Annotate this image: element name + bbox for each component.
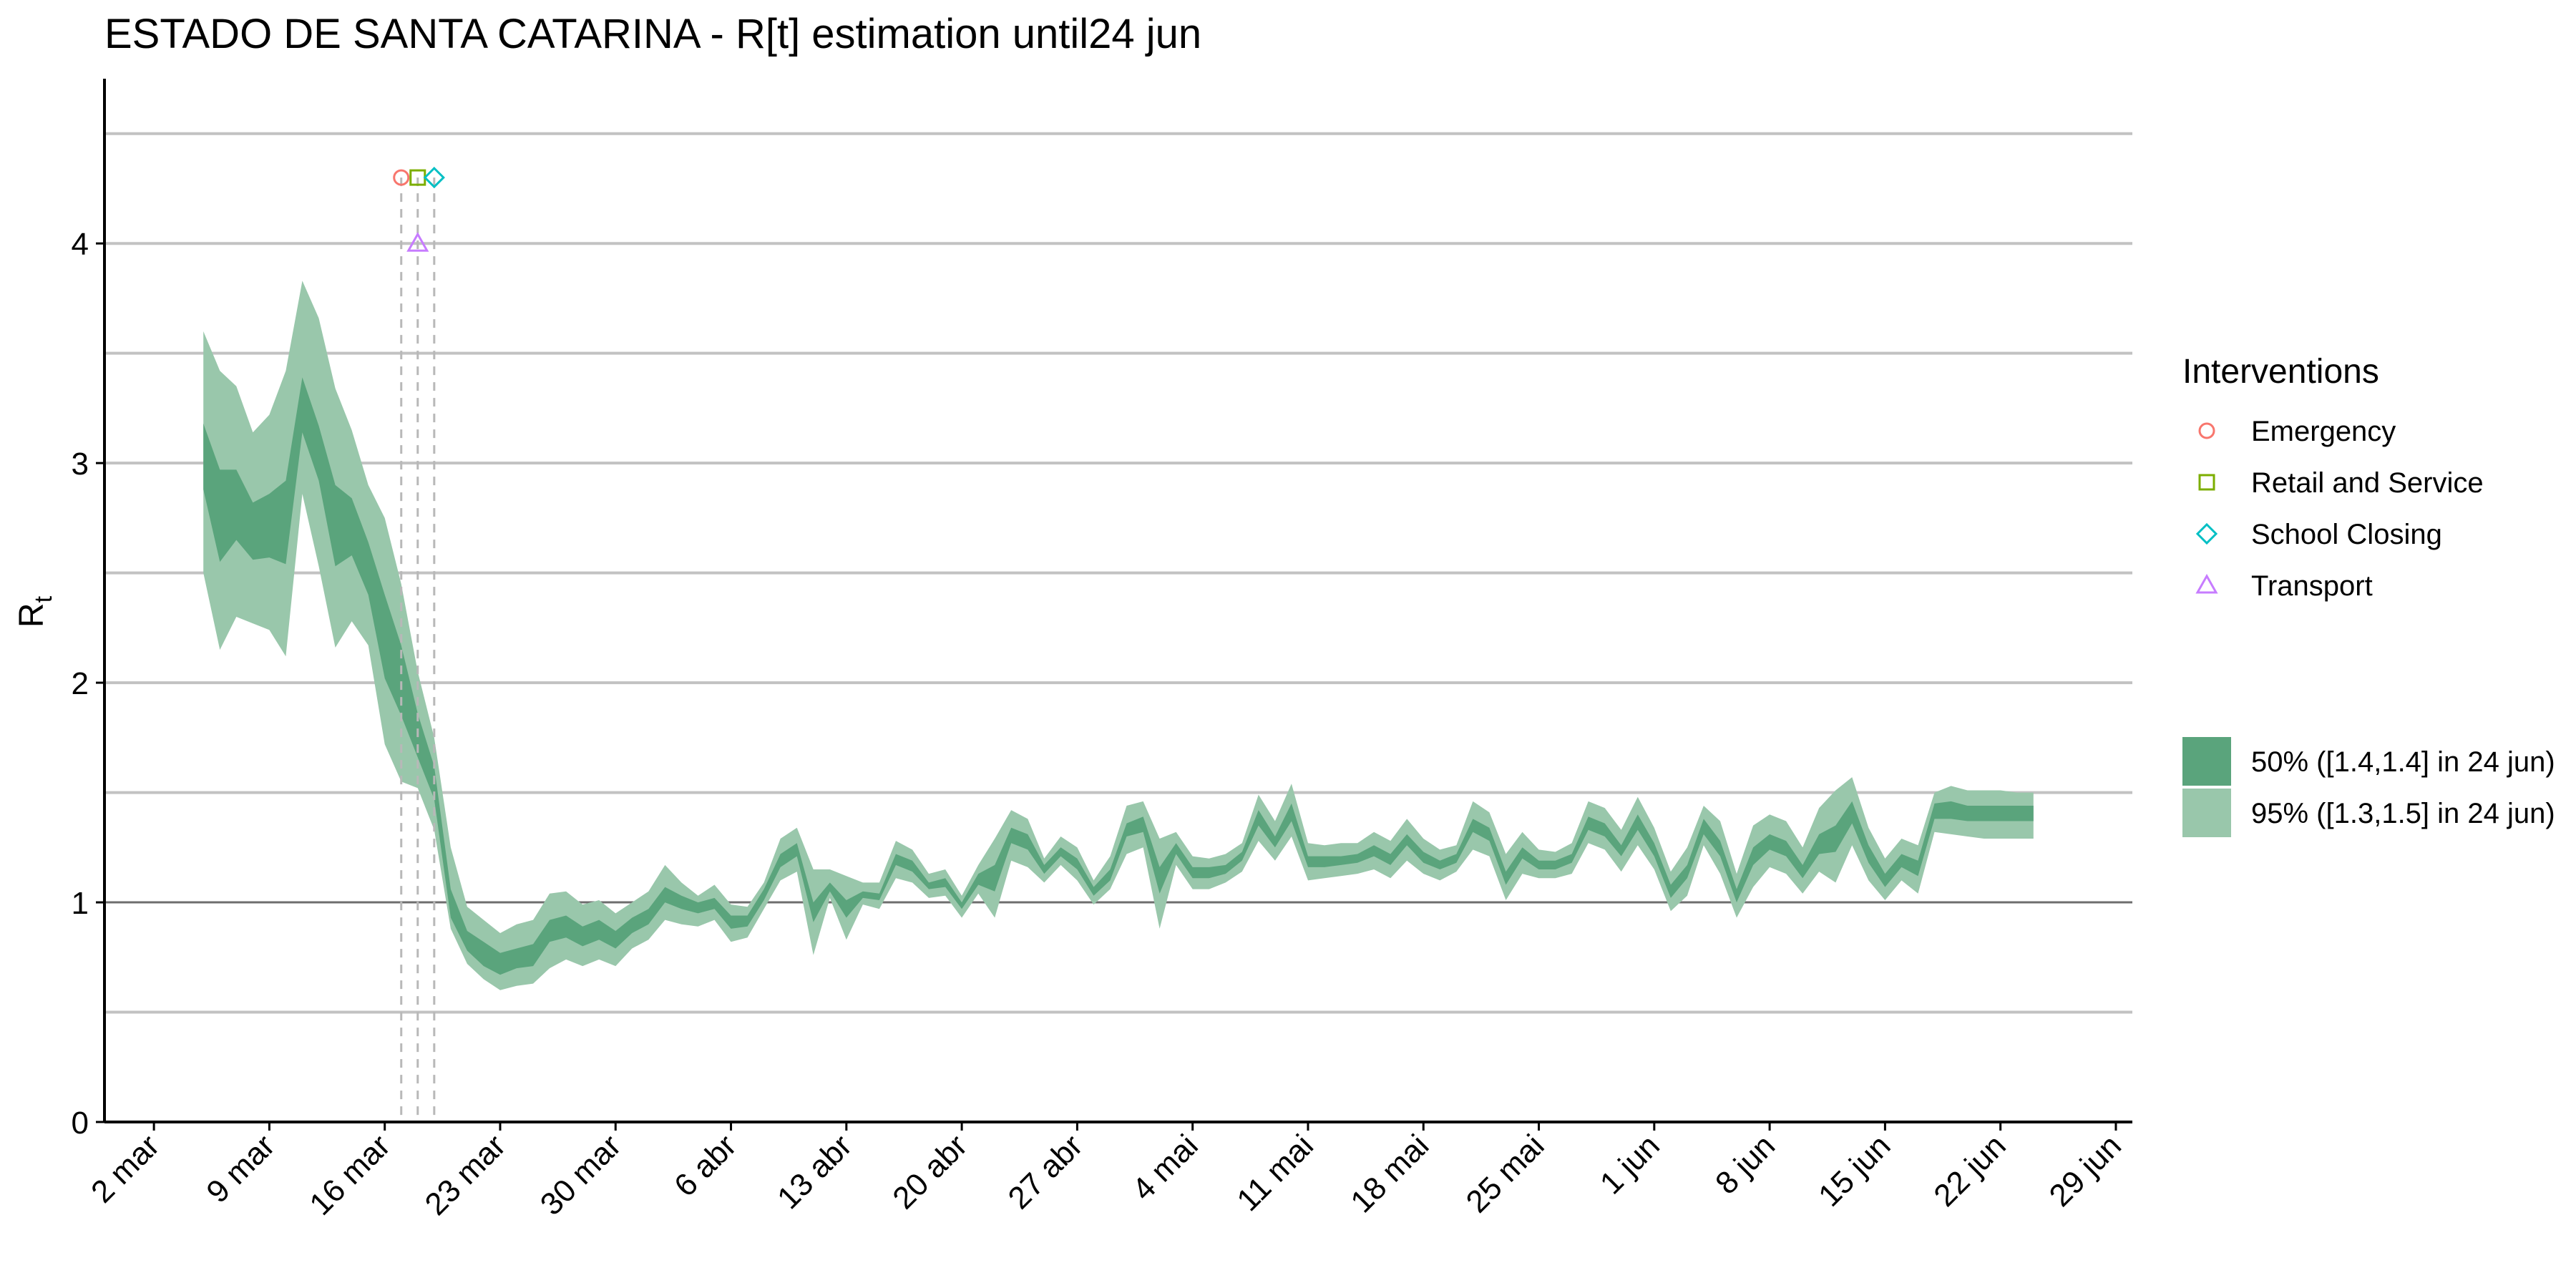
grid-lines (104, 132, 2132, 1014)
x-tick-label: 8 jun (1709, 1128, 1782, 1201)
x-tick-label: 29 jun (2043, 1128, 2128, 1213)
x-tick-label: 27 abr (1002, 1128, 1090, 1216)
legend-label: 95% ([1.3,1.5] in 24 jun) (2251, 798, 2555, 829)
x-tick-label: 23 mar (419, 1128, 512, 1221)
legend-label: School Closing (2251, 519, 2442, 550)
legend-key-transport (2195, 573, 2218, 594)
axes: 0 1 2 3 4 2 mar 9 mar 16 mar 23 mar 30 mar 6 abr 13… (13, 79, 2132, 1222)
x-tick-label: 9 mar (200, 1128, 281, 1209)
legend: Interventions Emergency Retail and Service… (2182, 353, 2555, 837)
x-tick-label: 4 mai (1126, 1128, 1205, 1207)
x-tick-label: 6 abr (668, 1128, 743, 1204)
y-axis-title-subscript: t (30, 595, 57, 602)
x-tick-label: 15 jun (1812, 1128, 1897, 1213)
x-tick-label: 18 mai (1344, 1128, 1435, 1219)
y-tick-label: 3 (72, 447, 89, 482)
x-tick-label: 25 mai (1460, 1128, 1551, 1219)
legend-label: Retail and Service (2251, 467, 2484, 499)
band-95 (203, 280, 2034, 990)
intervention-marker-transport (406, 232, 429, 252)
legend-key-band (2182, 737, 2231, 786)
legend-label: 50% ([1.4,1.4] in 24 jun) (2251, 746, 2555, 778)
band-50 (203, 377, 2034, 975)
chart-title: ESTADO DE SANTA CATARINA - R[t] estimati… (104, 11, 1202, 57)
rt-bands (203, 280, 2034, 990)
intervention-marker-school-closing (423, 167, 445, 189)
y-tick-label: 2 (72, 666, 89, 701)
y-tick-label: 1 (72, 886, 89, 921)
x-tick-label: 2 mar (84, 1128, 166, 1209)
y-axis-title: Rt (13, 595, 57, 628)
x-tick-label: 13 abr (771, 1128, 859, 1216)
y-tick-label: 0 (72, 1106, 89, 1141)
legend-label: Transport (2251, 570, 2373, 602)
x-tick-label: 1 jun (1594, 1128, 1667, 1201)
intervention-marker-emergency (393, 169, 410, 186)
x-tick-label: 11 mai (1230, 1128, 1320, 1218)
legend-title-interventions: Interventions (2182, 353, 2379, 391)
x-tick-label: 30 mar (534, 1128, 628, 1221)
x-tick-label: 22 jun (1927, 1128, 2012, 1213)
legend-key-school-closing (2195, 522, 2218, 545)
intervention-markers (393, 167, 445, 252)
x-tick-label: 16 mar (303, 1128, 396, 1221)
legend-key-retail-and-service (2198, 474, 2215, 491)
legend-label: Emergency (2251, 416, 2396, 447)
y-tick-label: 4 (72, 227, 89, 262)
legend-key-emergency (2198, 422, 2215, 439)
legend-key-band (2182, 789, 2231, 837)
x-tick-label: 20 abr (886, 1128, 974, 1216)
